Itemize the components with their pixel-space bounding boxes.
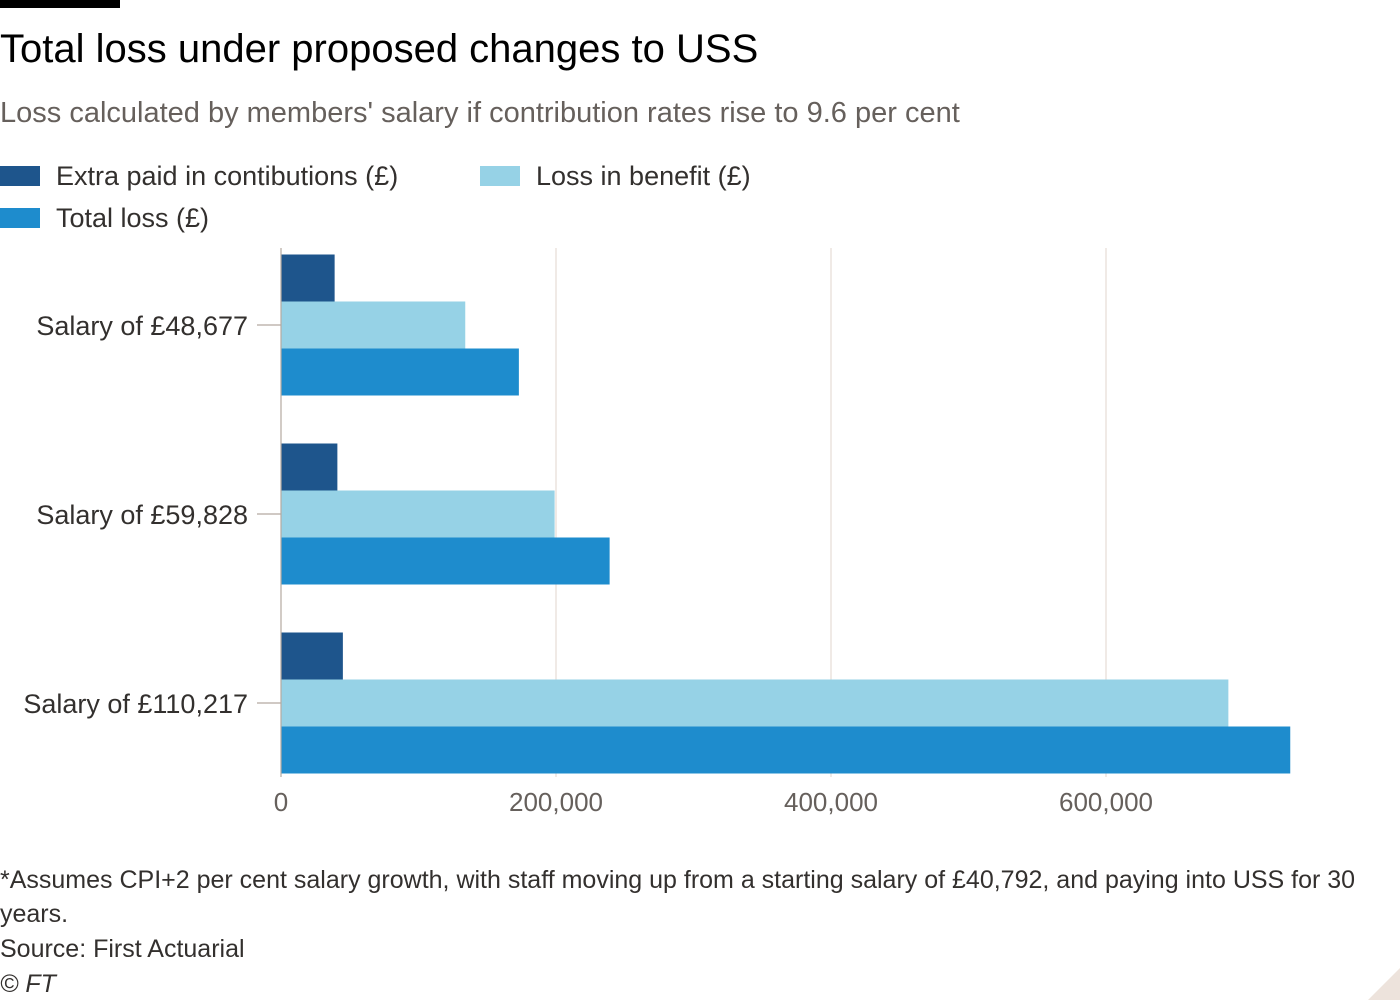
- legend-item-loss-benefit: Loss in benefit (£): [480, 161, 751, 191]
- legend-item-extra-paid: Extra paid in contibutions (£): [0, 161, 398, 191]
- bar-1-0: [281, 443, 338, 491]
- legend-swatch-loss-benefit: [480, 166, 520, 186]
- legend-label-loss-benefit: Loss in benefit (£): [536, 160, 751, 191]
- legend-label-extra-paid: Extra paid in contibutions (£): [56, 160, 399, 191]
- chart-title: Total loss under proposed changes to USS: [0, 27, 759, 71]
- ft-credit: © FT: [0, 970, 56, 998]
- category-label-2: Salary of £110,217: [23, 689, 248, 719]
- bar-2-0: [281, 632, 343, 680]
- source-note: Source: First Actuarial: [0, 935, 245, 963]
- top-rule: [0, 0, 120, 8]
- legend-label-total-loss: Total loss (£): [56, 202, 210, 233]
- x-tick-label-2: 400,000: [784, 787, 878, 817]
- x-tick-label-0: 0: [274, 787, 288, 817]
- legend-swatch-extra-paid: [0, 166, 40, 186]
- x-tick-label-3: 600,000: [1059, 787, 1153, 817]
- corner-mark: [1368, 968, 1400, 1000]
- category-label-0: Salary of £48,677: [36, 311, 248, 341]
- legend-swatch-total-loss: [0, 208, 40, 228]
- bar-0-2: [281, 348, 519, 396]
- bar-0-1: [281, 301, 466, 349]
- bar-0-0: [281, 254, 335, 302]
- bar-2-2: [281, 726, 1291, 774]
- legend-item-total-loss: Total loss (£): [0, 203, 209, 233]
- bar-1-2: [281, 537, 610, 585]
- footnote: *Assumes CPI+2 per cent salary growth, w…: [0, 866, 1356, 928]
- category-label-1: Salary of £59,828: [36, 500, 248, 530]
- chart-subtitle: Loss calculated by members' salary if co…: [0, 97, 960, 129]
- bar-1-1: [281, 490, 555, 538]
- bar-2-1: [281, 679, 1229, 727]
- x-tick-label-1: 200,000: [509, 787, 603, 817]
